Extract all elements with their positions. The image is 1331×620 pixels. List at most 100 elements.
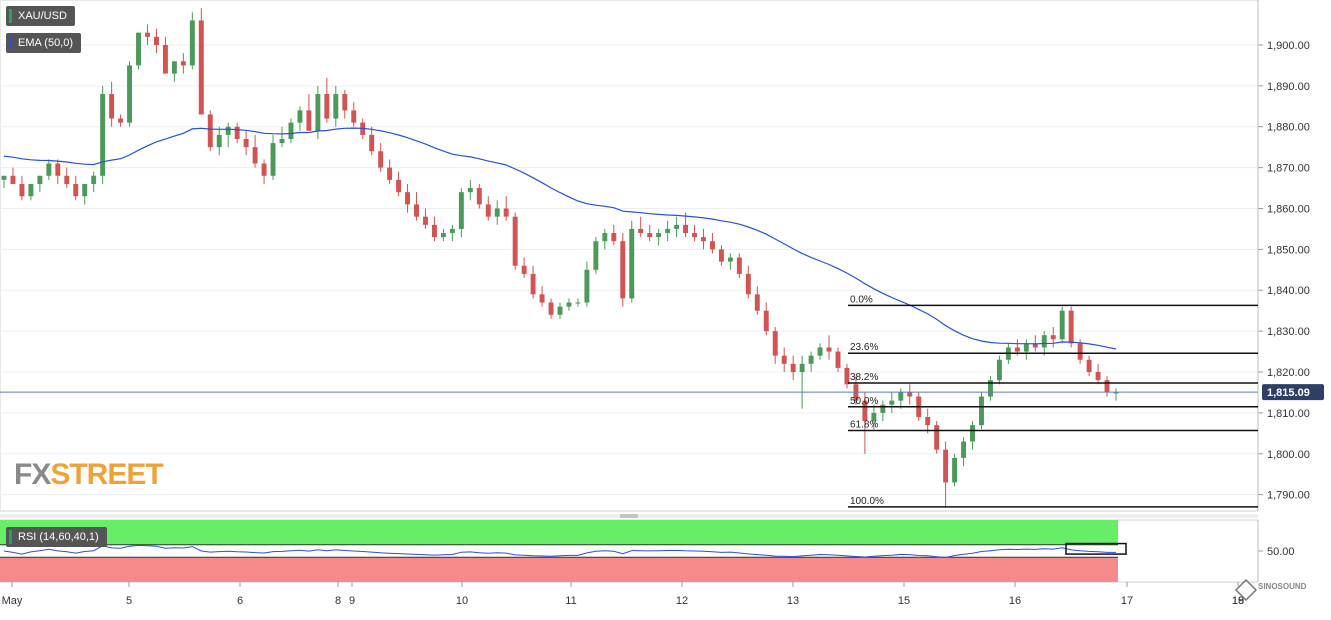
candle-body <box>907 392 913 397</box>
candle-body <box>449 228 455 234</box>
symbol-color-bar <box>9 9 12 23</box>
candle-body <box>575 302 581 304</box>
candle-body <box>396 179 402 193</box>
candle-body <box>1086 359 1092 373</box>
y-tick-label: 1,820.00 <box>1267 367 1310 379</box>
candle-body <box>862 400 868 422</box>
price-panel <box>0 0 1259 512</box>
candle-body <box>970 425 975 442</box>
candle-body <box>162 44 168 74</box>
x-tick-label: 9 <box>349 595 355 607</box>
ema-line <box>3 127 1117 350</box>
candle-body <box>216 134 222 148</box>
candle-body <box>189 20 195 66</box>
candle-body <box>431 224 437 238</box>
rsi-mid-zone <box>0 544 1118 558</box>
candle-body <box>485 204 491 217</box>
candle-body <box>234 126 240 139</box>
candle-body <box>539 294 545 303</box>
candle-body <box>763 310 769 332</box>
candle-body <box>1023 343 1029 352</box>
candle-body <box>772 331 778 356</box>
candle-body <box>925 416 931 426</box>
x-tick-label: 6 <box>237 595 243 607</box>
x-tick-label: 5 <box>126 595 132 607</box>
candle-body <box>683 224 689 234</box>
candle-body <box>136 32 141 66</box>
x-tick-label: May <box>2 595 23 607</box>
candle-body <box>145 32 150 37</box>
ema-color-bar <box>9 36 12 50</box>
candle-body <box>1 175 7 180</box>
x-tick-label: 8 <box>335 595 341 607</box>
candle-body <box>844 367 850 385</box>
candle-body <box>1095 372 1101 381</box>
candle-body <box>198 20 204 115</box>
candle-body <box>512 216 518 266</box>
candle-body <box>638 228 644 234</box>
candle-body <box>961 441 967 458</box>
candle-body <box>817 347 823 356</box>
y-tick-label: 1,880.00 <box>1267 122 1310 134</box>
y-tick-label: 1,850.00 <box>1267 244 1310 256</box>
candle-body <box>602 233 608 242</box>
sinosound-watermark: SINOSOUND <box>1258 582 1307 591</box>
candle-body <box>423 216 428 225</box>
candle-body <box>306 110 312 131</box>
candle-body <box>727 257 733 262</box>
candle-body <box>19 183 25 197</box>
y-tick-label: 1,890.00 <box>1267 81 1310 93</box>
candle-body <box>826 347 832 352</box>
candle-body <box>521 265 527 274</box>
candle-body <box>324 94 330 119</box>
candle-body <box>1104 380 1110 393</box>
candle-body <box>1041 335 1047 348</box>
y-tick-label: 1,790.00 <box>1267 490 1310 502</box>
candle-body <box>952 457 958 483</box>
candle-body <box>476 188 482 205</box>
candle-body <box>100 94 106 176</box>
candle-body <box>718 249 724 262</box>
candle-body <box>584 269 590 303</box>
candle-body <box>342 94 348 111</box>
ema-badge[interactable]: EMA (50,0) <box>6 33 82 53</box>
candle-body <box>28 183 34 197</box>
candle-body <box>91 175 97 184</box>
candle-body <box>1113 392 1119 394</box>
ema-label: EMA (50,0) <box>18 37 74 49</box>
candle-body <box>82 183 88 197</box>
fxstreet-logo: FXSTREET <box>14 458 164 491</box>
candle-body <box>656 233 662 238</box>
candle-body <box>378 151 384 168</box>
candle-body <box>898 392 904 401</box>
candle-body <box>494 208 500 217</box>
candle-body <box>118 118 124 123</box>
candle-body <box>387 167 393 180</box>
candle-body <box>207 114 213 148</box>
candle-body <box>996 359 1002 381</box>
candle-body <box>754 294 760 311</box>
rsi-badge[interactable]: RSI (14,60,40,1) <box>6 527 107 547</box>
candle-body <box>979 396 984 426</box>
x-tick-label: 19 <box>1232 595 1244 607</box>
candle-body <box>709 241 715 250</box>
candle-body <box>333 94 339 119</box>
candle-body <box>261 163 267 176</box>
y-tick-label: 1,830.00 <box>1267 326 1310 338</box>
candle-body <box>665 228 671 234</box>
candle-body <box>405 192 411 205</box>
candle-body <box>503 208 509 217</box>
x-tick-label: 15 <box>898 595 910 607</box>
candle-body <box>530 273 536 295</box>
fib-level-label: 61.8% <box>850 419 878 430</box>
rsi-lower-zone <box>0 557 1118 582</box>
candle-body <box>1068 310 1074 344</box>
current-price-label: 1,815.09 <box>1267 387 1310 399</box>
fib-level-label: 50.0% <box>850 396 878 407</box>
symbol-badge[interactable]: XAU/USD <box>6 6 75 26</box>
x-tick-label: 10 <box>456 595 468 607</box>
candle-body <box>799 363 805 373</box>
candle-body <box>279 138 285 144</box>
candle-body <box>548 302 554 315</box>
